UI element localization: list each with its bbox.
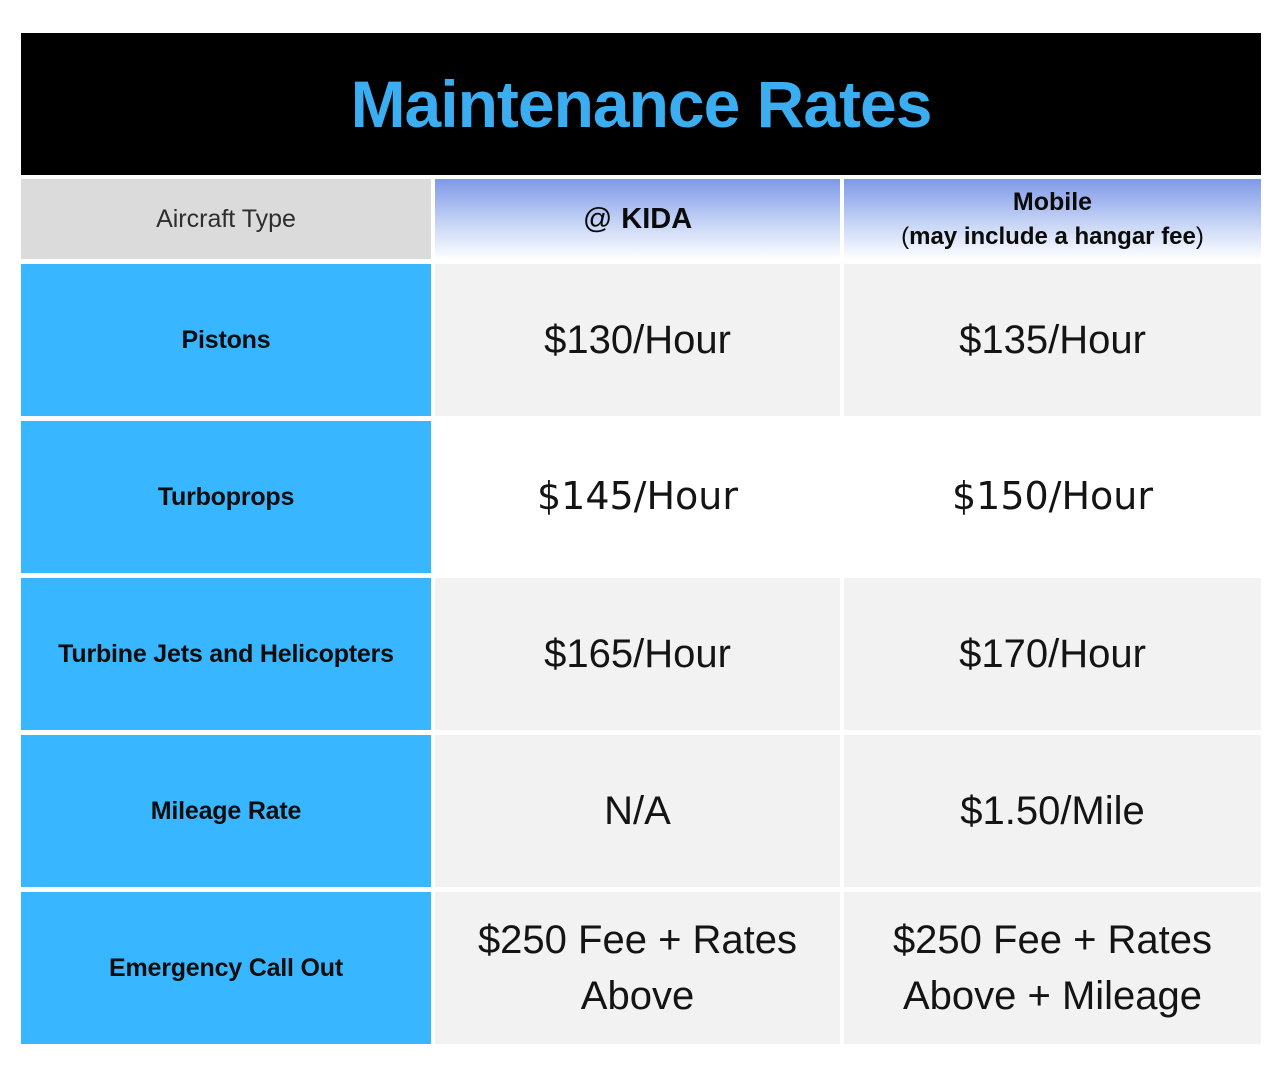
- pistons-kida-rate: $130/Hour: [435, 264, 840, 416]
- emergency-kida-rate: $250 Fee + Rates Above: [435, 892, 840, 1044]
- mobile-header-sublabel: (may include a hangar fee): [901, 220, 1204, 254]
- pistons-mobile-rate: $135/Hour: [844, 264, 1261, 416]
- kida-header-label: @ KIDA: [583, 203, 692, 236]
- at-symbol: @: [582, 202, 613, 235]
- aircraft-type-header-label: Aircraft Type: [156, 204, 296, 233]
- turboprops-kida-rate: $145/Hour: [435, 421, 840, 573]
- mileage-kida-rate: N/A: [435, 735, 840, 887]
- close-paren: ): [1195, 222, 1204, 250]
- row-label-turboprops: Turboprops: [21, 421, 431, 573]
- mileage-mobile-rate: $1.50/Mile: [844, 735, 1261, 887]
- turbine-mobile-rate: $170/Hour: [844, 578, 1261, 730]
- column-header-mobile: Mobile (may include a hangar fee): [844, 179, 1261, 259]
- column-header-aircraft-type: Aircraft Type: [21, 179, 431, 259]
- page-title: Maintenance Rates: [350, 67, 933, 141]
- row-label-pistons: Pistons: [21, 264, 431, 416]
- row-label-emergency-call-out: Emergency Call Out: [21, 892, 431, 1044]
- mobile-header-label: Mobile: [1012, 187, 1093, 216]
- mobile-sublabel-text: may include a hangar fee: [909, 222, 1196, 250]
- rates-table: Aircraft Type @ KIDA Mobile (may include …: [21, 179, 1261, 1044]
- open-paren: (: [901, 222, 910, 250]
- title-band: Maintenance Rates: [21, 33, 1261, 175]
- kida-label: KIDA: [621, 202, 693, 235]
- row-label-turbine-jets-helicopters: Turbine Jets and Helicopters: [21, 578, 431, 730]
- emergency-mobile-rate: $250 Fee + Rates Above + Mileage: [844, 892, 1261, 1044]
- column-header-kida: @ KIDA: [435, 179, 840, 259]
- turboprops-mobile-rate: $150/Hour: [844, 421, 1261, 573]
- turbine-kida-rate: $165/Hour: [435, 578, 840, 730]
- row-label-mileage-rate: Mileage Rate: [21, 735, 431, 887]
